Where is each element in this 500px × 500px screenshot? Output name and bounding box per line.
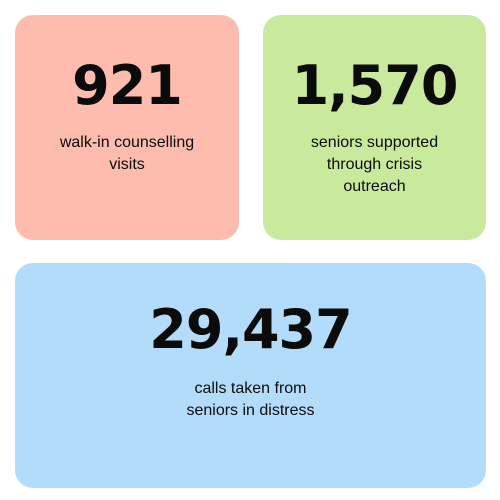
stat-label-line: seniors supported <box>310 134 439 151</box>
stat-label: seniors supported through crisis outreac… <box>273 132 476 198</box>
stat-label-line: outreach <box>343 178 406 195</box>
stat-label-line: walk-in counselling <box>59 134 195 151</box>
stat-label: walk-in counselling visits <box>25 132 229 176</box>
stat-card-seniors-supported: 1,570 seniors supported through crisis o… <box>263 15 486 240</box>
stat-label-line: visits <box>109 156 145 173</box>
stat-label-line: through crisis <box>326 156 423 173</box>
stat-label: calls taken from seniors in distress <box>25 378 476 422</box>
stat-label-line: calls taken from <box>194 380 307 397</box>
stat-value: 29,437 <box>149 298 352 361</box>
stat-card-calls-taken: 29,437 calls taken from seniors in distr… <box>15 263 486 488</box>
stat-label-line: seniors in distress <box>186 402 315 419</box>
stat-card-counselling-visits: 921 walk-in counselling visits <box>15 15 239 240</box>
stat-value: 921 <box>72 54 183 117</box>
stat-value: 1,570 <box>291 54 459 117</box>
